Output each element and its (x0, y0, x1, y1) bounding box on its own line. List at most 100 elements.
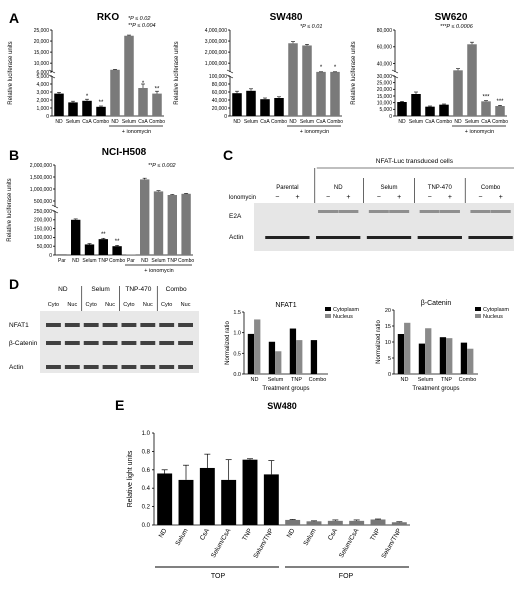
nci-ionomycin-label: + ionomycin (144, 268, 174, 274)
blot-c-sign-6: − (428, 194, 432, 201)
blot-d-band-catenin-3 (102, 341, 118, 345)
rko-ytick-label-upper-1: 10,000 (34, 61, 50, 67)
blot-d-band-actin-1 (64, 365, 80, 369)
nfat1-title: NFAT1 (275, 302, 296, 309)
catenin-xtick-label-0: ND (401, 377, 409, 383)
e-ytick-label-3: 0.6 (142, 468, 151, 474)
rko-xtick-label-7: Combo (149, 119, 165, 125)
e-ytick-label-0: 0.0 (142, 523, 151, 529)
sw620-xtick-label-3: Combo (436, 119, 452, 125)
nci-break-mark-2 (51, 209, 59, 214)
rko-xtick-label-4: ND (111, 119, 119, 125)
blot-c-band-e2a-6 (419, 210, 440, 213)
sw480-sig-7: * (334, 65, 337, 71)
e-bar-1 (178, 479, 194, 525)
nfat1-bar-nucleus-3 (317, 373, 324, 374)
blot-d-band-actin-3 (102, 365, 118, 369)
sw480-ytick-label-upper-2: 3,000,000 (205, 39, 227, 45)
blot-d-band-nfat1-1 (64, 323, 80, 327)
blot-d-fraction-3: Nuc (105, 302, 115, 308)
nfat1-ylabel: Normalized ratio (225, 320, 231, 364)
rko-annotation-0: *P ≤ 0.02 (128, 16, 150, 22)
panel-label-e: E (115, 397, 125, 413)
rko-xtick-label-5: Selum (122, 119, 136, 125)
nci-ytick-label-lower-2: 100,000 (34, 235, 52, 241)
sw480-xtick-label-6: CsA (316, 119, 326, 125)
rko-title: RKO (97, 12, 119, 23)
blot-d-fraction-5: Nuc (143, 302, 153, 308)
sw620-ionomycin-label: + ionomycin (465, 129, 495, 135)
catenin-bar-cytoplasm-1 (418, 343, 426, 374)
nci-ytick-label-lower-1: 50,000 (37, 244, 53, 250)
blot-c-band-actin-8 (468, 236, 493, 239)
e-xtick-label-4: TNP (241, 528, 254, 543)
nci-xtick-label-7: Selum (151, 258, 165, 264)
blot-c-sign-9: + (499, 194, 503, 201)
nci-bar-1 (71, 219, 81, 255)
e-ytick-label-4: 0.8 (142, 449, 151, 455)
blot-d-band-catenin-5 (140, 341, 156, 345)
blot-c-band-actin-9 (488, 236, 513, 239)
sw620-ytick-label-lower-2: 10,000 (377, 100, 393, 106)
blot-c-band-actin-2 (316, 236, 341, 239)
blot-d-group-selum: Selum (91, 286, 109, 293)
rko-ytick-label-lower-1: 1,000 (36, 106, 49, 112)
rko-sig-7: ** (155, 87, 160, 93)
rko-bar-4 (110, 69, 120, 116)
e-xtick-label-2: CsA (199, 527, 212, 542)
catenin-xtick-label-3: Combo (459, 377, 477, 383)
rko-sig-2: * (86, 94, 89, 100)
blot-d-band-actin-6 (159, 365, 175, 369)
nci-xtick-label-2: Selum (82, 258, 96, 264)
blot-c-band-e2a-8 (470, 210, 491, 213)
e-bar-9 (349, 520, 365, 525)
blot-c-sign-8: − (478, 194, 482, 201)
sw480-ylabel: Relative luciferase units (174, 41, 180, 104)
rko-annotation-1: **P ≤ 0.004 (128, 23, 156, 29)
nci-sig-4: ** (115, 239, 120, 245)
sw480-bar-3 (274, 98, 284, 116)
blot-d-band-catenin-4 (121, 341, 137, 345)
panel-label-b: B (9, 147, 20, 163)
blot-d-band-catenin-2 (83, 341, 99, 345)
catenin-bar-cytoplasm-0 (397, 334, 405, 374)
blot-c-band-actin-5 (387, 236, 412, 239)
catenin-ytick-label-2: 10 (385, 340, 391, 346)
sw620-ytick-label-upper-2: 80,000 (377, 28, 393, 34)
catenin-ylabel: Normalized ratio (376, 319, 382, 363)
blot-c-sign-0: − (275, 194, 279, 201)
sw480-ytick-label-upper-0: 1,000,000 (205, 61, 227, 67)
blot-c-sign-3: + (346, 194, 350, 201)
sw620-xtick-label-2: CsA (425, 119, 435, 125)
nfat1-legend-label-0: Cytoplasm (333, 307, 359, 313)
blot-c-sign-2: − (326, 194, 330, 201)
e-xtick-label-7: Selum (302, 528, 317, 547)
sw480-xtick-label-0: ND (233, 119, 241, 125)
sw620-xtick-label-1: Selum (409, 119, 423, 125)
e-xtick-label-3: Selum/CsA (210, 527, 233, 559)
e-xtick-label-1: Selum (174, 528, 189, 547)
e-bar-2 (199, 467, 215, 525)
sw620-bar-4 (453, 70, 463, 116)
sw620-ylabel: Relative luciferase units (351, 41, 357, 104)
nci-sig-3: ** (101, 232, 106, 238)
rko-bar-7 (152, 93, 162, 116)
rko-bar-5 (124, 35, 134, 116)
nfat1-xtick-label-2: TNP (291, 377, 302, 383)
e-ytick-label-2: 0.4 (142, 486, 151, 492)
blot-d-fraction-4: Cyto (123, 302, 134, 308)
sw480-xtick-label-2: CsA (260, 119, 270, 125)
nfat1-legend-swatch-0 (325, 307, 331, 311)
nfat1-ytick-label-0: 0.0 (233, 372, 241, 378)
nci-xtick-label-3: TNP (98, 258, 109, 264)
blot-c-band-actin-4 (366, 236, 391, 239)
panel-label-c: C (223, 147, 234, 163)
nfat1-ytick-label-2: 1.0 (233, 331, 241, 337)
e-title: SW480 (267, 401, 297, 411)
rko-bar-0 (54, 93, 64, 116)
blot-c-sign-5: + (397, 194, 401, 201)
blot-c-group-tnp-470: TNP-470 (428, 185, 453, 191)
sw480-ytick-label-upper-1: 2,000,000 (205, 50, 227, 56)
blot-c-ionomycin-label: Ionomycin (229, 195, 256, 201)
